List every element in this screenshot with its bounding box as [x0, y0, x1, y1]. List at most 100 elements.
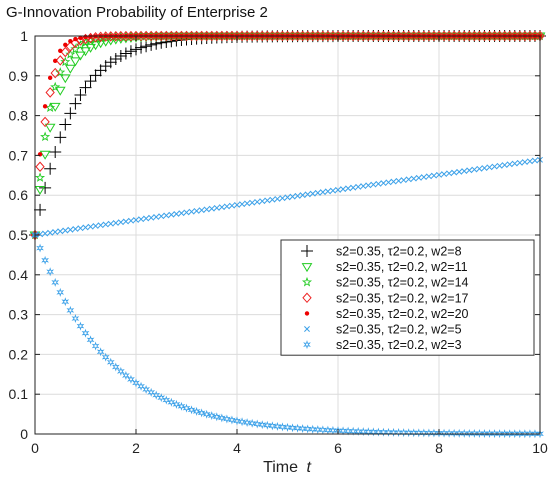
data-point [60, 56, 71, 67]
y-tick-label: 0.4 [9, 267, 29, 283]
data-point [84, 75, 97, 88]
data-point [177, 401, 186, 411]
data-point [385, 179, 392, 186]
data-point [87, 223, 94, 230]
data-point [365, 182, 372, 189]
data-point [258, 420, 267, 430]
legend-label: s2=0.35, τ2=0.2, w2=3 [336, 338, 462, 352]
data-point [273, 421, 282, 431]
data-point [182, 403, 191, 413]
series-6 [31, 230, 544, 439]
ticks: 0 2 4 6 8 10 0 0.1 0.2 0.3 0.4 0.5 0.6 0.7 0.8 0.9 1 [9, 28, 548, 456]
data-point [253, 419, 262, 429]
data-point [172, 399, 181, 409]
data-point [109, 52, 122, 65]
legend-item-6: s2=0.35, τ2=0.2, w2=3 [303, 338, 462, 352]
series-4 [32, 33, 543, 238]
data-point [319, 189, 326, 196]
data-point [536, 429, 544, 439]
data-point [248, 418, 257, 428]
data-point [76, 321, 85, 331]
legend-marker [303, 340, 311, 350]
y-tick-label: 1 [20, 28, 28, 44]
data-point [138, 216, 145, 223]
x-tick-label: 0 [31, 440, 39, 456]
data-point [278, 422, 287, 432]
data-point [72, 226, 79, 232]
y-tick-label: 0.1 [9, 386, 29, 402]
data-point [244, 200, 251, 207]
data-point [64, 107, 77, 120]
data-point [40, 116, 50, 128]
data-point [157, 393, 166, 403]
data-point [299, 192, 306, 199]
data-point [35, 161, 45, 173]
data-point [97, 222, 104, 229]
data-point [163, 212, 170, 219]
data-point [45, 87, 55, 98]
data-point [264, 197, 271, 204]
data-point [259, 198, 266, 205]
x-tick-label: 2 [132, 440, 140, 456]
data-point [254, 198, 261, 205]
data-point [274, 195, 281, 202]
data-point [47, 229, 54, 236]
data-point [430, 172, 437, 179]
data-point [415, 174, 422, 181]
data-point [456, 168, 463, 175]
data-point [380, 180, 387, 187]
data-point [375, 180, 382, 187]
data-point [102, 221, 109, 228]
y-tick-label: 0.2 [9, 346, 29, 362]
data-point [420, 174, 427, 181]
data-point [56, 287, 65, 297]
data-point [223, 203, 230, 210]
data-point [324, 188, 331, 195]
data-point [101, 352, 110, 362]
data-point [75, 51, 86, 61]
legend-marker [301, 245, 313, 257]
data-point [308, 424, 317, 434]
data-point [39, 150, 51, 160]
data-point [202, 409, 211, 419]
data-point [80, 47, 91, 57]
legend-marker [302, 292, 312, 304]
data-point [50, 67, 60, 79]
data-point [74, 89, 87, 102]
data-point [142, 384, 150, 394]
data-point [39, 181, 52, 194]
data-point [340, 186, 347, 193]
data-point [70, 57, 81, 67]
data-point [130, 43, 142, 56]
data-point [69, 97, 82, 110]
data-point [350, 184, 357, 191]
data-point [47, 75, 53, 81]
data-point [228, 202, 235, 209]
legend-label: s2=0.35, τ2=0.2, w2=17 [336, 291, 469, 305]
data-point [78, 35, 83, 41]
data-point [119, 47, 132, 60]
y-tick-label: 0.5 [9, 227, 29, 243]
data-point [122, 370, 130, 380]
data-point [73, 36, 78, 42]
data-point [212, 412, 221, 422]
data-point [137, 381, 145, 391]
data-point [53, 58, 58, 64]
data-point [491, 163, 498, 170]
data-point [49, 145, 62, 158]
data-point [526, 158, 533, 165]
data-point [96, 347, 105, 357]
data-point [451, 169, 458, 176]
data-point [233, 416, 241, 426]
legend-label: s2=0.35, τ2=0.2, w2=20 [336, 307, 469, 321]
x-tick-label: 6 [334, 440, 342, 456]
x-axis-label-text: Time [263, 459, 298, 476]
legend-label: s2=0.35, τ2=0.2, w2=11 [336, 260, 468, 274]
data-point [370, 181, 377, 188]
legend-label: s2=0.35, τ2=0.2, w2=8 [336, 245, 462, 259]
legend-item-4: s2=0.35, τ2=0.2, w2=20 [304, 307, 469, 321]
data-point [298, 424, 307, 434]
data-point [37, 231, 44, 238]
data-point [95, 33, 106, 43]
data-point [496, 162, 503, 169]
